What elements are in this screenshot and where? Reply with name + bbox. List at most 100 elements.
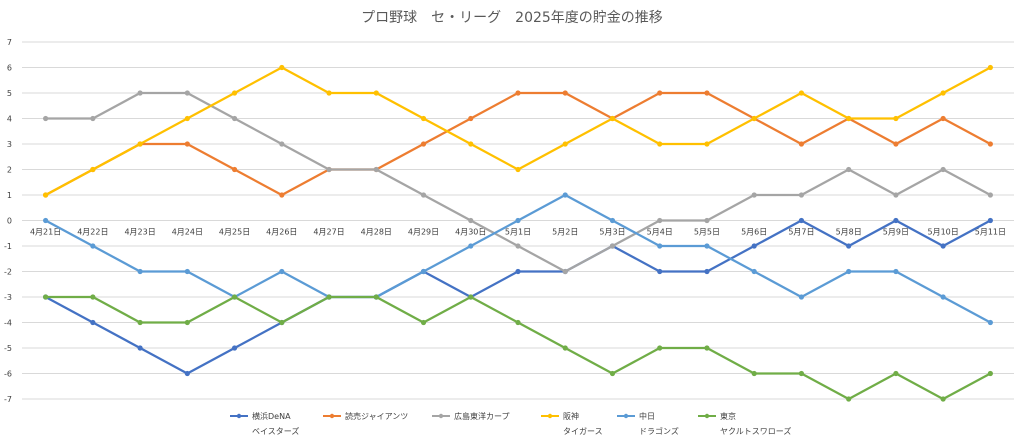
chart-title: プロ野球 セ・リーグ 2025年度の貯金の推移: [361, 10, 663, 26]
legend-marker: [438, 413, 444, 419]
data-point: [940, 166, 946, 173]
data-point: [515, 90, 521, 96]
data-point: [279, 141, 285, 147]
y-tick-label: 3: [7, 140, 12, 149]
data-point: [751, 192, 757, 198]
legend-label: 読売ジャイアンツ: [345, 411, 408, 421]
data-point: [137, 319, 143, 326]
x-tick-label: 4月29日: [408, 228, 439, 237]
data-point: [137, 268, 143, 275]
series-3: [43, 90, 993, 275]
series-2: [43, 90, 993, 198]
data-point: [798, 294, 805, 300]
data-point: [704, 243, 710, 249]
data-point: [751, 115, 757, 122]
data-point: [43, 217, 49, 224]
data-point: [940, 396, 946, 402]
legend-label-line2: ヤクルトスワローズ: [720, 426, 791, 436]
data-point: [90, 319, 96, 326]
data-point: [704, 141, 710, 147]
data-point: [515, 268, 521, 275]
data-point: [468, 243, 474, 249]
data-point: [798, 90, 805, 96]
data-point: [373, 90, 379, 96]
data-point: [704, 90, 710, 96]
x-tick-label: 4月26日: [266, 228, 297, 237]
data-point: [562, 192, 568, 198]
data-point: [468, 217, 474, 224]
data-point: [846, 243, 852, 249]
data-point: [231, 345, 238, 351]
data-point: [609, 243, 616, 249]
data-point: [893, 141, 899, 147]
data-point: [184, 268, 190, 275]
data-point: [468, 294, 474, 300]
data-point: [704, 217, 710, 224]
x-tick-label: 4月30日: [455, 228, 486, 237]
series-lines: [43, 64, 993, 402]
y-tick-label: 1: [7, 191, 12, 200]
data-point: [326, 90, 332, 96]
legend-marker: [547, 413, 553, 419]
data-point: [562, 268, 568, 275]
data-point: [987, 370, 993, 377]
data-point: [987, 64, 993, 71]
legend-marker: [704, 413, 710, 419]
x-tick-label: 5月5日: [694, 228, 720, 237]
data-point: [751, 243, 757, 249]
data-point: [326, 166, 332, 173]
y-tick-label: 6: [7, 64, 12, 73]
data-point: [137, 141, 143, 147]
data-point: [231, 294, 238, 300]
data-point: [987, 192, 993, 198]
x-tick-label: 4月28日: [361, 228, 392, 237]
data-point: [609, 370, 616, 377]
data-point: [751, 268, 757, 275]
data-point: [90, 166, 96, 173]
data-point: [609, 217, 616, 224]
data-point: [846, 268, 852, 275]
x-tick-label: 5月6日: [741, 228, 767, 237]
legend-label: 中日: [639, 411, 655, 421]
data-point: [893, 217, 899, 224]
data-point: [184, 115, 190, 122]
data-point: [893, 370, 899, 377]
data-point: [90, 115, 96, 122]
x-tick-label: 4月25日: [219, 228, 250, 237]
y-tick-label: -6: [4, 370, 12, 379]
x-tick-label: 4月24日: [172, 228, 203, 237]
y-tick-label: -2: [4, 268, 12, 277]
data-point: [893, 268, 899, 275]
data-point: [43, 294, 49, 300]
y-tick-label: 5: [7, 89, 12, 98]
data-point: [798, 141, 805, 147]
legend-label: 横浜DeNA: [252, 411, 291, 421]
data-point: [420, 319, 427, 326]
data-point: [657, 345, 663, 351]
legend-item: 横浜DeNA ベイスターズ: [230, 411, 299, 436]
data-point: [846, 115, 852, 122]
data-point: [326, 294, 332, 300]
data-point: [420, 115, 427, 122]
x-tick-label: 5月7日: [788, 228, 814, 237]
data-point: [940, 90, 946, 96]
data-point: [704, 345, 710, 351]
data-point: [798, 370, 805, 377]
series-line: [45, 193, 991, 324]
data-point: [609, 115, 616, 122]
legend-marker: [236, 413, 242, 419]
data-point: [468, 115, 474, 122]
series-4: [43, 64, 993, 198]
data-point: [657, 90, 663, 96]
x-tick-label: 5月8日: [836, 228, 862, 237]
data-point: [184, 319, 190, 326]
data-point: [940, 294, 946, 300]
legend-item: 読売ジャイアンツ: [323, 411, 408, 421]
data-point: [279, 64, 285, 71]
legend-marker: [623, 413, 629, 419]
legend-label: 阪神: [563, 411, 579, 421]
